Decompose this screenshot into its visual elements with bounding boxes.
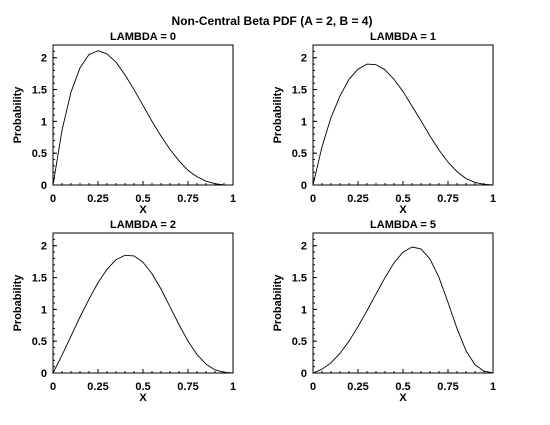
plot-frame <box>312 232 494 374</box>
y-tick-label: 0.5 <box>32 148 47 160</box>
x-tick-label: 0.75 <box>437 381 458 393</box>
chart-panel: LAMBDA = 1 0 0.25 0.5 0.75 1 0 0.5 1 1.5 2 X Probabi… <box>272 31 496 216</box>
x-tick-label: 0.5 <box>395 193 410 205</box>
x-tick-label: 0.5 <box>135 381 150 393</box>
y-tick-label: 1.5 <box>292 85 307 97</box>
x-tick-label: 0.5 <box>395 381 410 393</box>
x-tick-label: 0.25 <box>347 193 368 205</box>
x-tick-label: 1 <box>230 381 236 393</box>
y-tick-label: 1 <box>41 304 47 316</box>
pdf-curve <box>52 50 233 186</box>
panel-title: LAMBDA = 0 <box>110 31 176 43</box>
y-tick-label: 1 <box>301 304 307 316</box>
y-tick-label: 0.5 <box>292 148 307 160</box>
x-axis-label: X <box>139 392 147 404</box>
x-axis-label: X <box>139 204 147 216</box>
x-tick-label: 0.75 <box>177 381 198 393</box>
x-axis-label: X <box>399 204 407 216</box>
plot-frame <box>52 232 234 374</box>
x-tick-label: 0.25 <box>347 381 368 393</box>
x-tick-label: 0.25 <box>87 381 108 393</box>
pdf-curve <box>312 63 494 186</box>
y-tick-label: 0.5 <box>292 336 307 348</box>
y-axis-label: Probability <box>12 86 24 144</box>
chart-panel: LAMBDA = 2 0 0.25 0.5 0.75 1 0 0.5 1 1.5 2 X Probabi… <box>12 219 236 404</box>
x-tick-label: 0.75 <box>437 193 458 205</box>
y-axis-label: Probability <box>12 274 24 332</box>
y-tick-label: 2 <box>41 53 47 65</box>
panel-title: LAMBDA = 2 <box>110 219 176 231</box>
panel-title: LAMBDA = 5 <box>370 219 436 231</box>
panel-title: LAMBDA = 1 <box>370 31 436 43</box>
x-tick-label: 1 <box>230 193 236 205</box>
y-tick-label: 0 <box>41 180 47 192</box>
y-tick-label: 1.5 <box>32 85 47 97</box>
y-tick-label: 1.5 <box>292 273 307 285</box>
x-tick-label: 0 <box>310 381 316 393</box>
y-tick-label: 2 <box>301 241 307 253</box>
chart-panel: LAMBDA = 5 0 0.25 0.5 0.75 1 0 0.5 1 1.5 2 X Probabi… <box>272 219 496 404</box>
y-tick-label: 0 <box>301 180 307 192</box>
plot-frame <box>312 44 494 186</box>
x-tick-label: 0.25 <box>87 193 108 205</box>
y-axis-label: Probability <box>272 86 284 144</box>
y-tick-label: 2 <box>41 241 47 253</box>
x-tick-label: 1 <box>490 193 496 205</box>
plot-frame <box>52 44 234 186</box>
y-axis-label: Probability <box>272 274 284 332</box>
chart-panel: LAMBDA = 0 0 0.25 0.5 0.75 1 0 0.5 1 1.5 2 X Probabi… <box>12 31 236 216</box>
x-axis-label: X <box>399 392 407 404</box>
x-tick-label: 0.5 <box>135 193 150 205</box>
y-tick-label: 0 <box>41 368 47 380</box>
y-tick-label: 1 <box>41 116 47 128</box>
y-tick-label: 1 <box>301 116 307 128</box>
x-tick-label: 0 <box>50 381 56 393</box>
pdf-curve <box>312 246 494 374</box>
x-tick-label: 0 <box>310 193 316 205</box>
pdf-curve <box>52 254 234 374</box>
x-tick-label: 1 <box>490 381 496 393</box>
figure-title: Non-Central Beta PDF (A = 2, B = 4) <box>172 14 373 28</box>
y-tick-label: 1.5 <box>32 273 47 285</box>
x-tick-label: 0.75 <box>177 193 198 205</box>
y-tick-label: 2 <box>301 53 307 65</box>
panels-container: LAMBDA = 0 0 0.25 0.5 0.75 1 0 0.5 1 1.5 2 X Probabi… <box>12 31 496 404</box>
x-tick-label: 0 <box>50 193 56 205</box>
y-tick-label: 0 <box>301 368 307 380</box>
y-tick-label: 0.5 <box>32 336 47 348</box>
